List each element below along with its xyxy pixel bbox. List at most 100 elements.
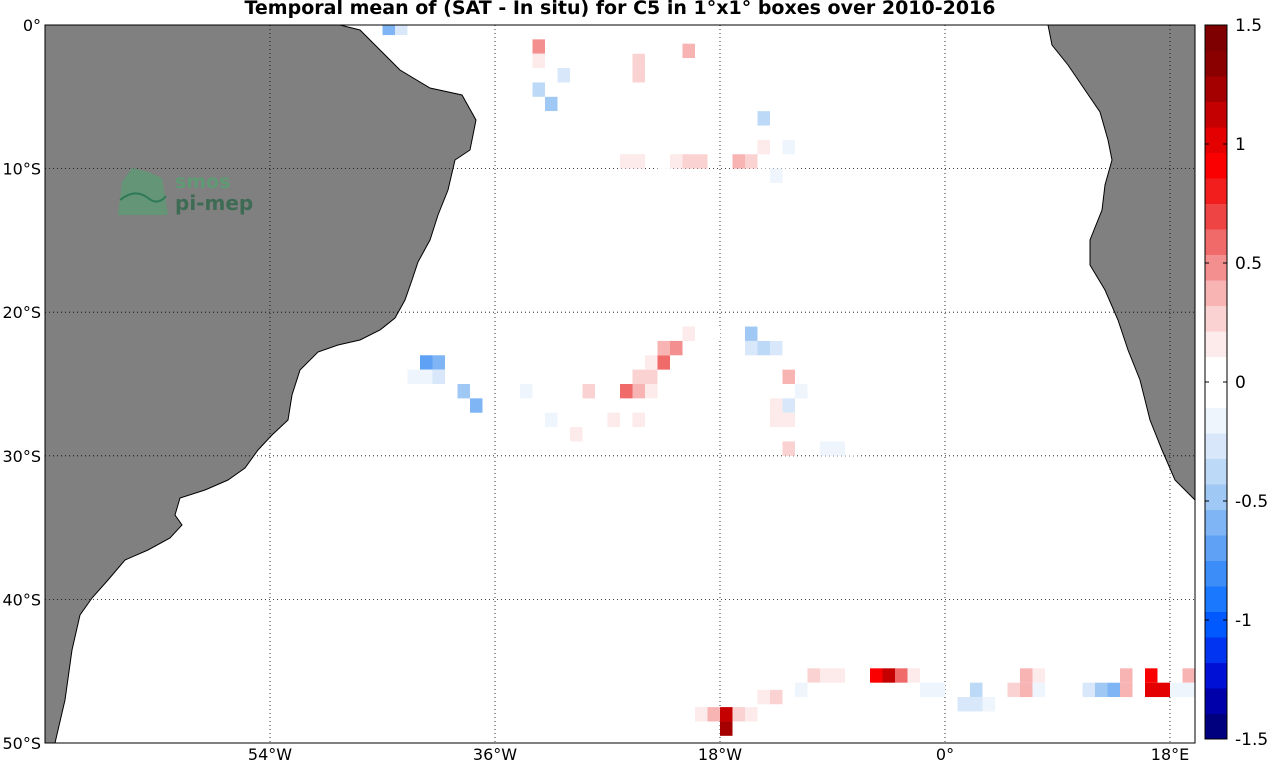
colorbar-segment: [1205, 127, 1227, 153]
data-cell: [970, 697, 983, 712]
data-cell: [707, 707, 720, 722]
data-cell: [720, 721, 733, 736]
data-cell: [807, 668, 820, 683]
colorbar-segment: [1205, 229, 1227, 255]
data-cell: [632, 412, 645, 428]
data-cell: [620, 154, 633, 169]
colorbar-segment: [1205, 509, 1227, 536]
colorbar-segment: [1205, 662, 1227, 689]
data-cell: [1007, 682, 1020, 698]
y-tick-label: 40°S: [2, 590, 41, 609]
data-cell: [445, 369, 458, 384]
colorbar-segment: [1205, 254, 1227, 281]
colorbar-segment: [1205, 76, 1227, 102]
data-cell: [1020, 668, 1033, 683]
data-cell: [695, 707, 708, 722]
colorbar-segment: [1205, 331, 1227, 357]
colorbar-tick-label: -1.5: [1235, 730, 1268, 750]
data-cell: [607, 125, 620, 140]
data-cell: [932, 682, 945, 698]
data-cell: [782, 168, 795, 183]
data-cell: [670, 29, 683, 44]
x-tick-label: 18°W: [698, 745, 742, 762]
colorbar-segment: [1205, 688, 1227, 714]
data-cell: [770, 168, 783, 183]
data-cell: [532, 82, 545, 97]
data-cell: [632, 68, 645, 83]
data-cell: [632, 369, 645, 384]
data-cell: [520, 384, 533, 399]
data-cell: [432, 369, 445, 384]
data-cell: [807, 682, 820, 698]
y-tick-label: 0°: [23, 16, 41, 35]
data-cell: [582, 384, 595, 399]
data-cell: [820, 427, 833, 442]
data-cell: [745, 154, 758, 169]
colorbar-segment: [1205, 305, 1227, 332]
data-cell: [1145, 668, 1158, 683]
data-cell: [745, 340, 758, 356]
colorbar-segment: [1205, 152, 1227, 179]
data-cell: [1182, 668, 1195, 683]
data-cell: [920, 682, 933, 698]
colorbar-segment: [1205, 356, 1227, 383]
data-cell: [820, 668, 833, 683]
data-cell: [1157, 682, 1170, 698]
data-cell: [882, 668, 895, 683]
data-cell: [1170, 682, 1183, 698]
colorbar: 1.5 1 0.5 0 -0.5 -1 -1.5: [1204, 16, 1268, 750]
data-cell: [657, 355, 670, 370]
data-cell: [1032, 668, 1045, 683]
data-cell: [770, 398, 783, 413]
data-cell: [1120, 682, 1133, 698]
data-cell: [732, 125, 745, 140]
data-cell: [970, 682, 983, 698]
data-cell: [645, 384, 658, 399]
data-cell: [457, 384, 470, 399]
data-cell: [545, 68, 558, 83]
data-cell: [470, 398, 483, 413]
data-cell: [607, 58, 620, 73]
data-cell: [1032, 682, 1045, 698]
x-tick-label: 36°W: [473, 745, 517, 762]
data-cell: [645, 412, 658, 428]
x-tick-label: 54°W: [248, 745, 292, 762]
logo-wave-icon: [119, 192, 167, 203]
data-cell: [445, 340, 458, 356]
data-cell: [1095, 682, 1108, 698]
data-cell: [732, 154, 745, 169]
data-cell: [645, 355, 658, 370]
colorbar-segment: [1205, 637, 1227, 663]
data-cell: [770, 689, 783, 705]
data-cell: [845, 427, 858, 442]
data-cell: [632, 384, 645, 399]
data-cell: [570, 427, 583, 442]
data-cell: [620, 384, 633, 399]
data-cell: [895, 668, 908, 683]
data-cell: [532, 53, 545, 69]
y-tick-label: 50°S: [2, 734, 41, 753]
data-cells: [382, 25, 1195, 736]
data-cell: [645, 369, 658, 384]
data-cell: [695, 326, 708, 341]
data-cell: [657, 340, 670, 356]
colorbar-tick-label: 0.5: [1235, 254, 1262, 274]
data-cell: [670, 154, 683, 169]
data-cell: [757, 139, 770, 155]
logo-mountain-icon: [118, 168, 168, 215]
logo-line2: pi-mep: [175, 191, 253, 215]
data-cell: [745, 326, 758, 341]
data-cell: [720, 707, 733, 722]
colorbar-tick-label: 1: [1235, 135, 1246, 155]
data-cell: [532, 39, 545, 54]
data-cell: [545, 412, 558, 428]
data-cell: [782, 398, 795, 413]
colorbar-segment: [1205, 611, 1227, 638]
data-cell: [657, 168, 670, 183]
data-cell: [682, 154, 695, 169]
data-cell: [832, 668, 845, 683]
data-cell: [982, 682, 995, 698]
data-cell: [382, 25, 395, 36]
data-cell: [795, 682, 808, 698]
